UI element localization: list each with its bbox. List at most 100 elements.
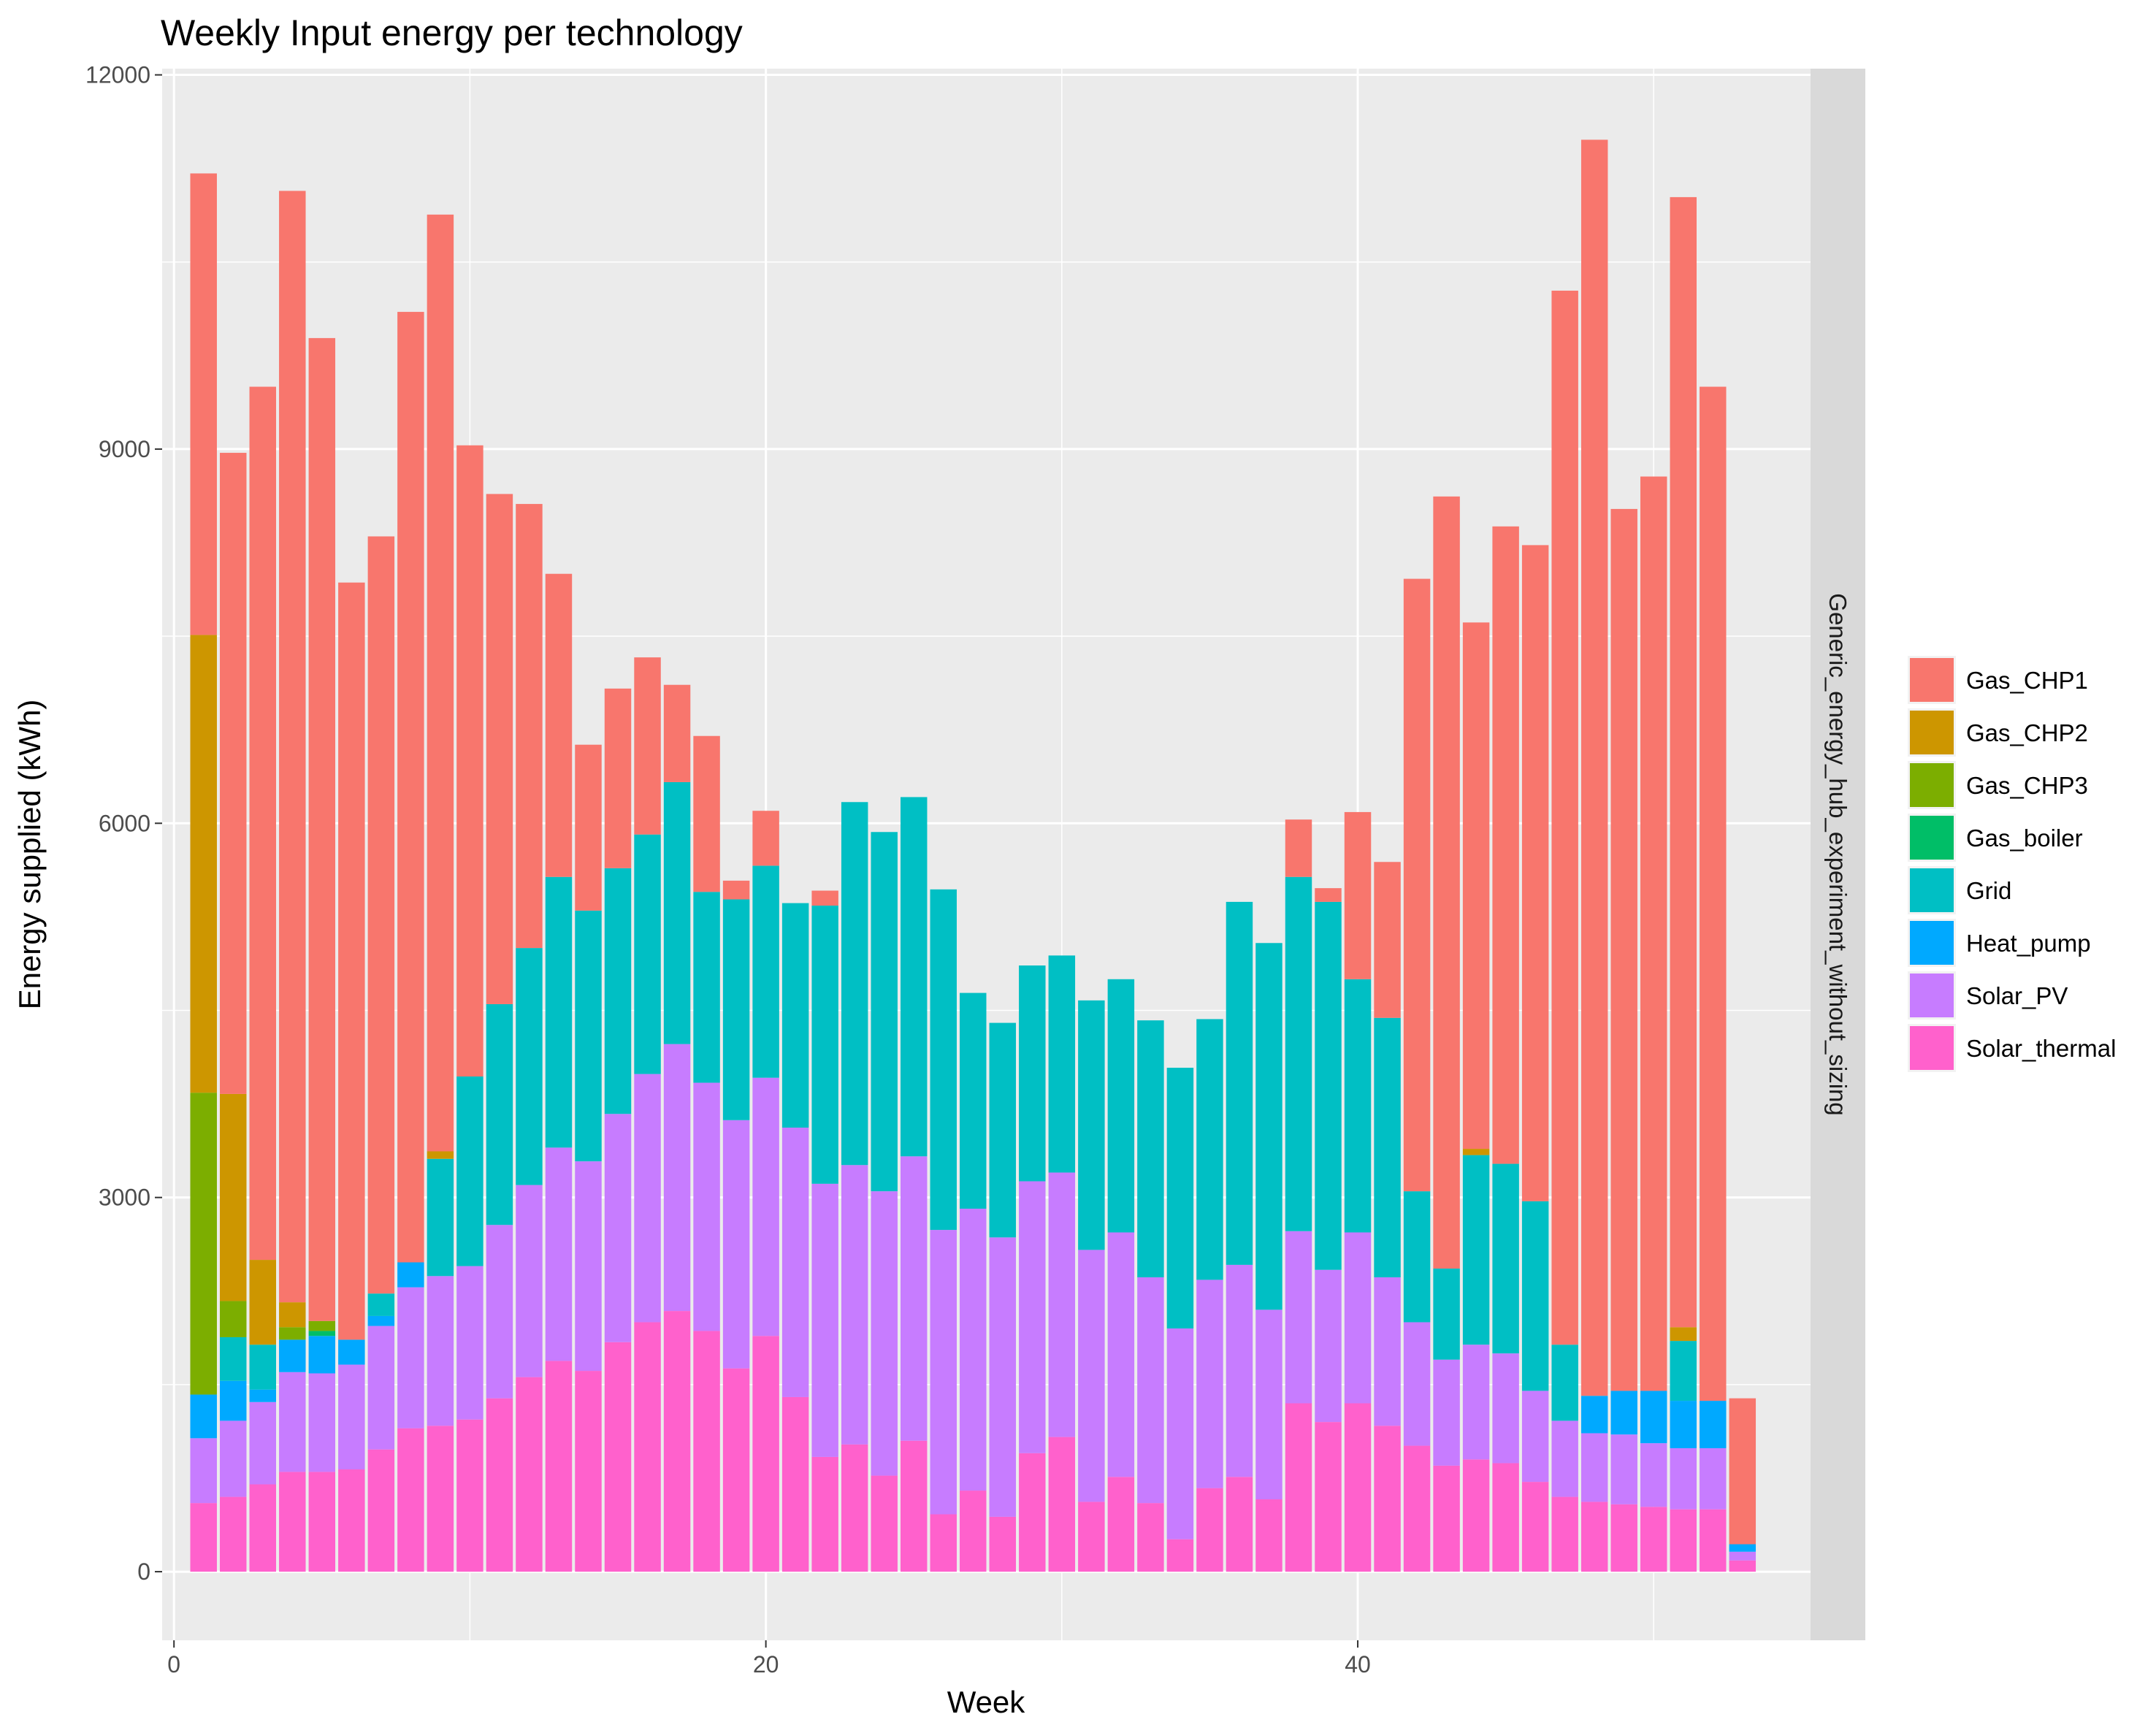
bar-segment-solar-pv-week-51 xyxy=(1670,1447,1697,1510)
y-tick-label: 0 xyxy=(137,1558,150,1585)
bar-segment-heat-pump-week-53 xyxy=(1729,1544,1756,1552)
bar-segment-solar-thermal-week-51 xyxy=(1670,1509,1697,1572)
bar-segment-solar-pv-week-34 xyxy=(1166,1328,1194,1540)
bar-segment-solar-thermal-week-36 xyxy=(1226,1477,1253,1572)
bar-segment-solar-pv-week-32 xyxy=(1107,1232,1135,1477)
bar-segment-gas-chp1-week-49 xyxy=(1610,508,1637,1391)
legend-label-solar-pv: Solar_PV xyxy=(1966,982,2068,1009)
bar-segment-solar-pv-week-15 xyxy=(604,1114,632,1342)
bar-segment-gas-chp1-week-3 xyxy=(249,386,277,1261)
bar-segment-solar-thermal-week-2 xyxy=(220,1496,247,1572)
bar-segment-gas-chp2-week-4 xyxy=(279,1302,306,1328)
bar-segment-gas-chp1-week-7 xyxy=(367,536,395,1294)
bar-segment-gas-chp1-week-48 xyxy=(1580,139,1608,1396)
y-axis-title: Energy supplied (kWh) xyxy=(12,700,47,1010)
bar-segment-grid-week-25 xyxy=(900,797,928,1157)
bar-segment-solar-thermal-week-50 xyxy=(1640,1507,1667,1572)
bar-segment-solar-pv-week-6 xyxy=(338,1364,365,1470)
bar-segment-grid-week-40 xyxy=(1344,979,1372,1233)
bar-segment-grid-week-26 xyxy=(930,889,957,1231)
bar-segment-grid-week-14 xyxy=(575,910,602,1162)
bar-segment-solar-thermal-week-47 xyxy=(1551,1496,1578,1572)
bar-segment-grid-week-30 xyxy=(1048,955,1076,1173)
bar-segment-gas-chp1-week-5 xyxy=(308,337,336,1321)
y-tick-label: 3000 xyxy=(99,1185,150,1211)
bar-segment-gas-chp1-week-53 xyxy=(1729,1398,1756,1545)
x-axis-title: Week xyxy=(947,1685,1026,1719)
bar-segment-solar-pv-week-14 xyxy=(575,1161,602,1372)
bar-segment-solar-pv-week-53 xyxy=(1729,1551,1756,1561)
bar-segment-grid-week-33 xyxy=(1137,1020,1164,1277)
bar-segment-gas-chp1-week-38 xyxy=(1285,819,1312,877)
bar-segment-grid-week-24 xyxy=(871,832,898,1192)
bar-segment-solar-thermal-week-19 xyxy=(722,1368,750,1572)
bar-segment-solar-pv-week-18 xyxy=(693,1082,720,1331)
y-tick-label: 9000 xyxy=(99,436,150,462)
bar-segment-grid-week-31 xyxy=(1078,1000,1105,1250)
facet-strip-label: Generic_energy_hub_experiment_without_si… xyxy=(1824,593,1851,1115)
bar-segment-solar-thermal-week-24 xyxy=(871,1475,898,1572)
bar-segment-gas-chp1-week-4 xyxy=(279,191,306,1303)
x-axis: 0 20 40 xyxy=(167,1640,1371,1678)
bar-segment-solar-pv-week-19 xyxy=(722,1120,750,1369)
bar-segment-gas-chp1-week-10 xyxy=(456,445,483,1077)
bar-segment-gas-chp1-week-17 xyxy=(663,684,691,782)
legend-swatch-grid xyxy=(1910,868,1954,912)
facet-strip xyxy=(1811,69,1865,1640)
bar-segment-solar-thermal-week-43 xyxy=(1433,1465,1460,1572)
bar-segment-solar-thermal-week-5 xyxy=(308,1472,336,1572)
bar-segment-solar-thermal-week-23 xyxy=(841,1444,868,1572)
bar-segment-heat-pump-week-7 xyxy=(367,1315,395,1326)
bar-segment-heat-pump-week-49 xyxy=(1610,1391,1637,1435)
legend-swatch-gas-chp2 xyxy=(1910,711,1954,754)
bar-segment-solar-pv-week-2 xyxy=(220,1420,247,1497)
bar-segment-solar-pv-week-35 xyxy=(1196,1280,1223,1488)
bar-segment-solar-thermal-week-12 xyxy=(516,1377,543,1572)
bar-segment-heat-pump-week-5 xyxy=(308,1336,336,1374)
bar-segment-solar-pv-week-27 xyxy=(960,1209,987,1491)
bar-segment-grid-week-18 xyxy=(693,892,720,1083)
bar-segment-solar-thermal-week-10 xyxy=(456,1419,483,1572)
bar-segment-solar-thermal-week-8 xyxy=(397,1428,424,1572)
bar-segment-solar-pv-week-49 xyxy=(1610,1434,1637,1504)
bar-segment-gas-chp2-week-51 xyxy=(1670,1327,1697,1342)
bar-segment-solar-thermal-week-32 xyxy=(1107,1477,1135,1572)
bar-segment-solar-thermal-week-40 xyxy=(1344,1403,1372,1572)
bar-segment-solar-pv-week-31 xyxy=(1078,1250,1105,1502)
bar-segment-gas-chp2-week-2 xyxy=(220,1093,247,1301)
bar-segment-solar-thermal-week-34 xyxy=(1166,1539,1194,1572)
legend-label-gas-chp3: Gas_CHP3 xyxy=(1966,772,2088,799)
bar-segment-solar-pv-week-7 xyxy=(367,1326,395,1450)
bar-segment-solar-pv-week-9 xyxy=(427,1276,454,1426)
bar-segment-grid-week-27 xyxy=(960,992,987,1209)
bar-segment-solar-thermal-week-52 xyxy=(1700,1509,1727,1572)
bar-segment-solar-thermal-week-28 xyxy=(989,1516,1017,1572)
bar-segment-grid-week-9 xyxy=(427,1158,454,1277)
bar-segment-solar-pv-week-46 xyxy=(1521,1391,1549,1483)
bar-segment-gas-chp3-week-1 xyxy=(190,1093,217,1395)
bar-segment-heat-pump-week-8 xyxy=(397,1262,424,1288)
legend-label-gas-boiler: Gas_boiler xyxy=(1966,825,2083,852)
bar-segment-grid-week-39 xyxy=(1315,901,1342,1270)
bar-segment-gas-chp1-week-1 xyxy=(190,173,217,635)
bar-segment-solar-pv-week-21 xyxy=(781,1128,809,1397)
bar-segment-solar-pv-week-10 xyxy=(456,1266,483,1420)
bar-segment-heat-pump-week-2 xyxy=(220,1380,247,1421)
bar-segment-solar-pv-week-36 xyxy=(1226,1264,1253,1477)
bar-segment-grid-week-19 xyxy=(722,899,750,1120)
bar-segment-solar-pv-week-4 xyxy=(279,1372,306,1472)
bar-segment-grid-week-32 xyxy=(1107,979,1135,1233)
bar-segment-solar-thermal-week-33 xyxy=(1137,1503,1164,1572)
legend-label-heat-pump: Heat_pump xyxy=(1966,930,2091,957)
bar-segment-grid-week-38 xyxy=(1285,876,1312,1231)
bar-segment-gas-chp1-week-44 xyxy=(1462,622,1490,1150)
bar-segment-heat-pump-week-50 xyxy=(1640,1391,1667,1444)
bar-segment-solar-pv-week-25 xyxy=(900,1156,928,1441)
bar-segment-gas-chp1-week-8 xyxy=(397,312,424,1263)
bar-segment-gas-chp1-week-19 xyxy=(722,880,750,900)
bar-segment-grid-week-29 xyxy=(1019,965,1046,1182)
bar-segment-solar-thermal-week-20 xyxy=(752,1336,779,1572)
bar-segment-gas-chp1-week-43 xyxy=(1433,496,1460,1269)
bar-segment-grid-week-23 xyxy=(841,802,868,1166)
bar-segment-solar-pv-week-39 xyxy=(1315,1269,1342,1423)
